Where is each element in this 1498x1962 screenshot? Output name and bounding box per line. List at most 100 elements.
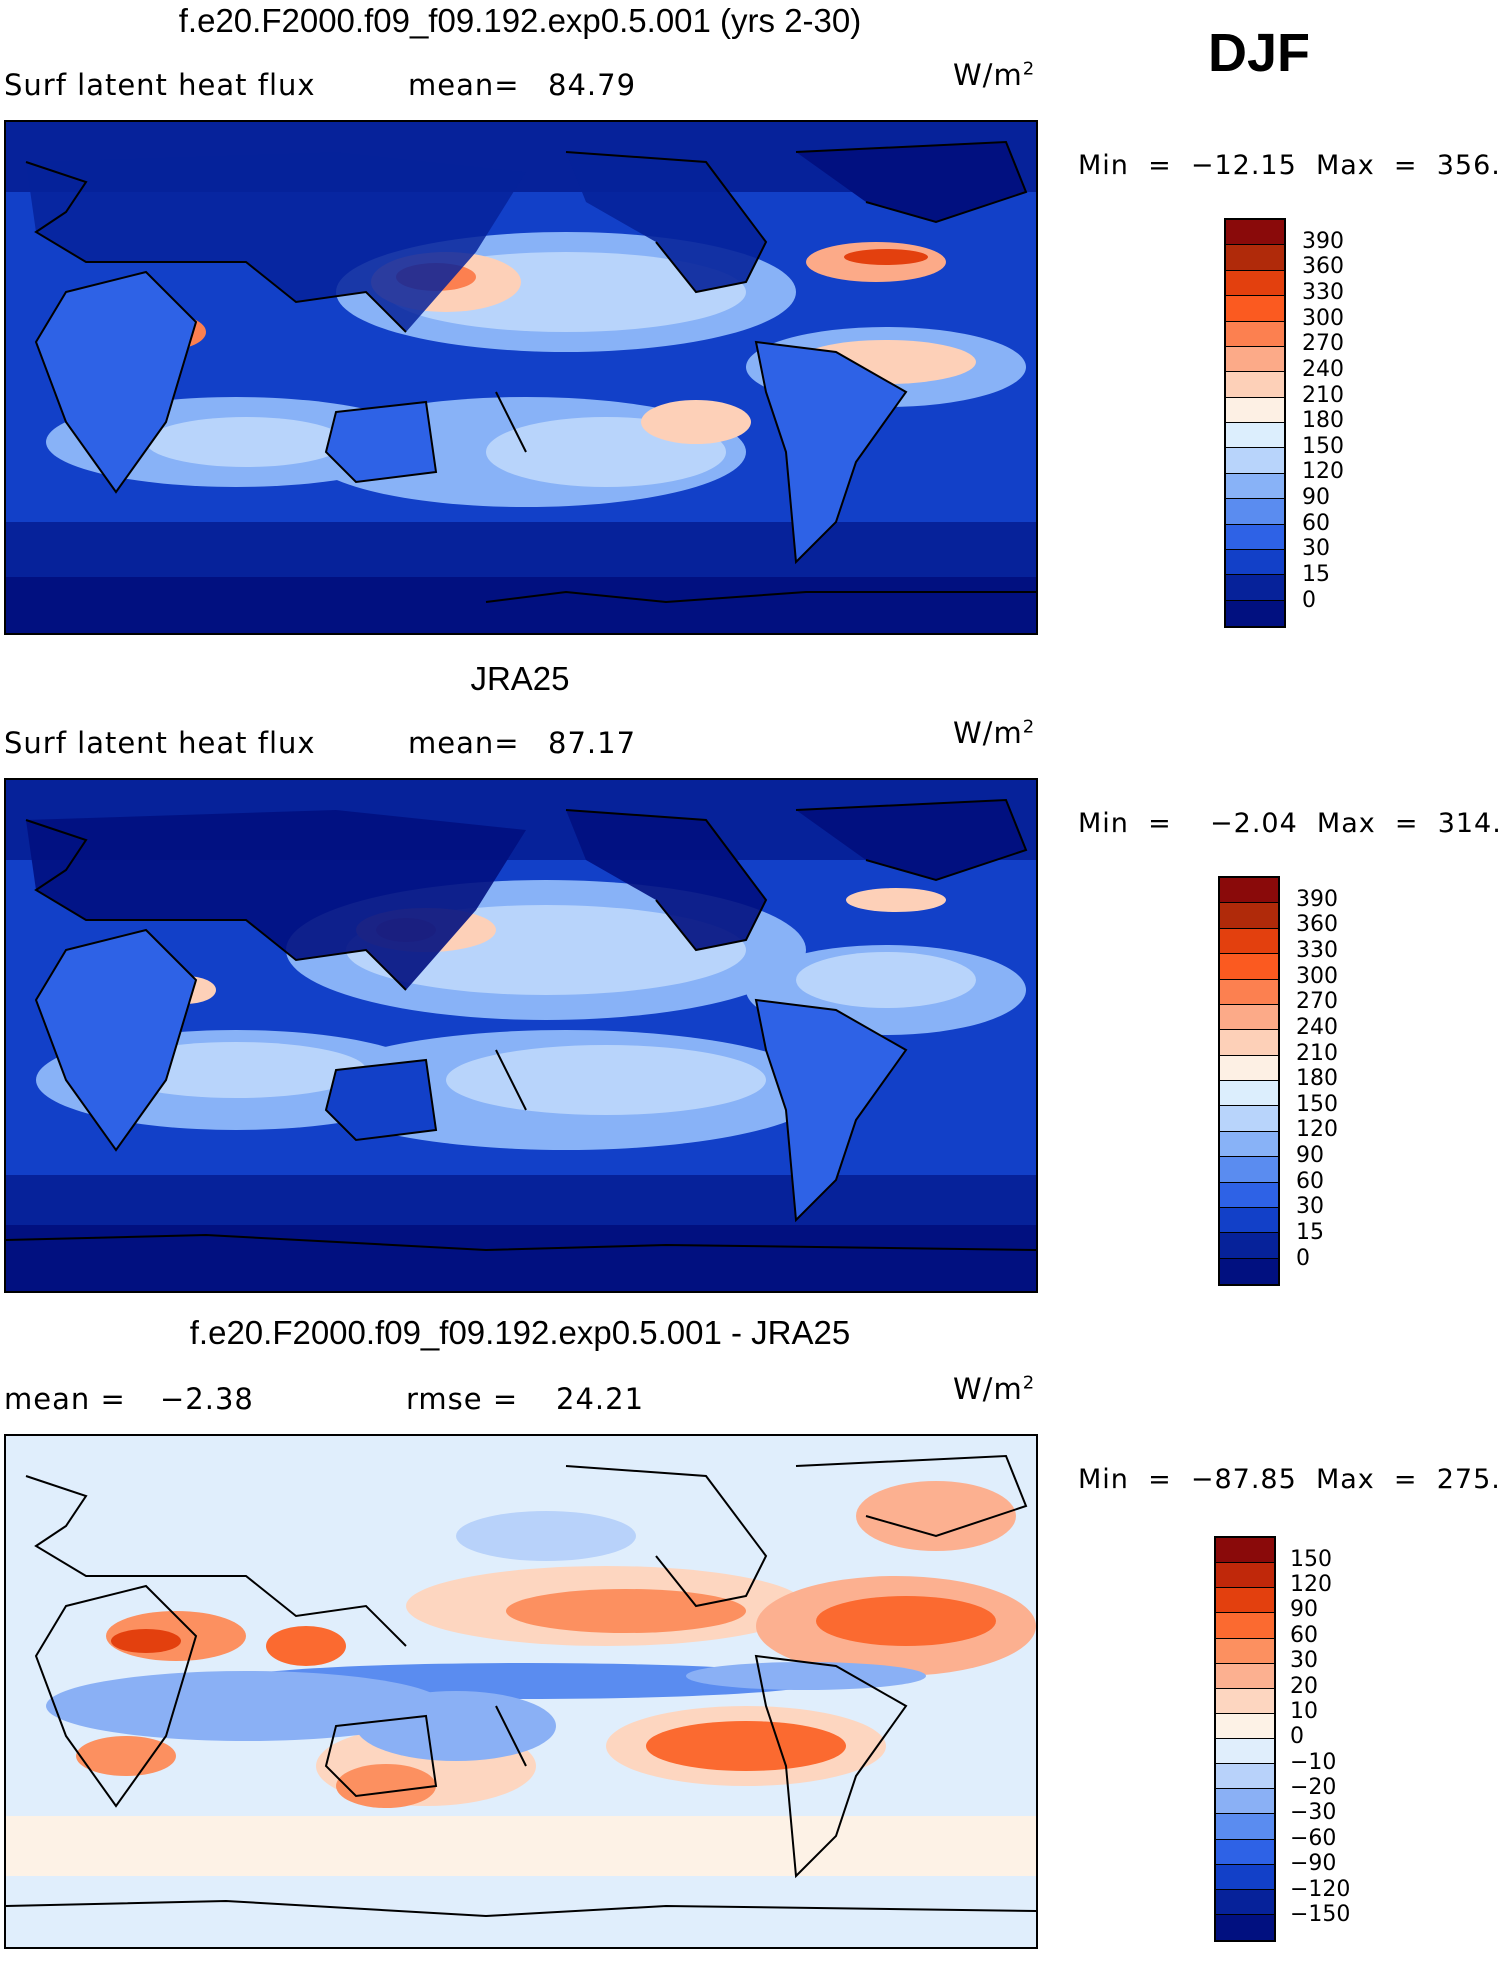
colorbar-swatch — [1226, 423, 1284, 449]
mean-value: −2.38 — [160, 1382, 254, 1416]
colorbar-swatch — [1220, 1106, 1278, 1132]
colorbar-swatch — [1220, 1182, 1278, 1208]
colorbar-tick-label: 270 — [1302, 331, 1344, 357]
colorbar-swatch — [1226, 220, 1284, 246]
colorbar-tick-label: 150 — [1290, 1546, 1332, 1572]
colorbar-swatch — [1226, 270, 1284, 297]
colorbar-tick-label: 20 — [1290, 1673, 1318, 1699]
colorbar-tick-label: 150 — [1302, 433, 1344, 459]
colorbar-tick-label: −10 — [1290, 1749, 1337, 1775]
colorbar-swatch — [1216, 1688, 1274, 1714]
colorbar-tick-label: −120 — [1290, 1876, 1351, 1902]
colorbar-tick-label: 90 — [1302, 485, 1330, 511]
units-label: W/m2 — [953, 1372, 1036, 1406]
colorbar-tick-label: 300 — [1302, 305, 1344, 331]
colorbar-swatch — [1216, 1563, 1274, 1589]
colorbar-tick-label: 240 — [1296, 1014, 1338, 1040]
colorbar-tick-label: 210 — [1296, 1040, 1338, 1066]
colorbar-swatch — [1220, 1258, 1278, 1284]
colorbar-tick-label: 300 — [1296, 963, 1338, 989]
mean-label: mean= — [408, 726, 520, 760]
panel-title: JRA25 — [470, 660, 570, 697]
map-difference-latent-heat-flux — [4, 1434, 1038, 1949]
colorbar-swatch — [1216, 1713, 1274, 1739]
panel-title: f.e20.F2000.f09_f09.192.exp0.5.001 - JRA… — [189, 1314, 851, 1351]
colorbar-swatch — [1216, 1789, 1274, 1815]
colorbar — [1218, 876, 1280, 1286]
mean-value: 87.17 — [548, 726, 637, 760]
min-max-label: Min = −12.15 Max = 356.04 — [1078, 150, 1498, 181]
colorbar — [1214, 1536, 1276, 1942]
colorbar-tick-label: 330 — [1296, 938, 1338, 964]
colorbar-swatch — [1216, 1764, 1274, 1790]
colorbar-swatch — [1220, 1030, 1278, 1056]
colorbar-tick-label: 390 — [1302, 228, 1344, 254]
colorbar-swatch — [1226, 524, 1284, 550]
mean-value: 84.79 — [548, 68, 637, 102]
colorbar-swatch — [1220, 878, 1278, 904]
panel-title: f.e20.F2000.f09_f09.192.exp0.5.001 (yrs … — [178, 2, 862, 39]
colorbar-tick-label: 270 — [1296, 989, 1338, 1015]
colorbar-swatch — [1220, 928, 1278, 955]
colorbar-swatch — [1220, 1004, 1278, 1031]
colorbar-tick-label: 180 — [1296, 1066, 1338, 1092]
colorbar-swatch — [1220, 1055, 1278, 1081]
colorbar-tick-label: 15 — [1296, 1219, 1324, 1245]
colorbar-swatch — [1220, 1207, 1278, 1234]
colorbar-swatch — [1220, 979, 1278, 1005]
variable-label: Surf latent heat flux — [4, 726, 316, 760]
colorbar-tick-label: 180 — [1302, 408, 1344, 434]
colorbar-tick-label: 60 — [1290, 1622, 1318, 1648]
colorbar-swatch — [1216, 1889, 1274, 1915]
colorbar-tick-label: 60 — [1296, 1168, 1324, 1194]
colorbar-swatch — [1216, 1739, 1274, 1765]
map-model-latent-heat-flux — [4, 120, 1038, 635]
colorbar-swatch — [1220, 1081, 1278, 1107]
colorbar-swatch — [1216, 1839, 1274, 1865]
colorbar-tick-label: 330 — [1302, 280, 1344, 306]
colorbar-tick-label: −60 — [1290, 1825, 1337, 1851]
colorbar-tick-label: 390 — [1296, 886, 1338, 912]
colorbar-swatch — [1226, 346, 1284, 373]
colorbar-tick-label: 360 — [1296, 912, 1338, 938]
min-max-label: Min = −87.85 Max = 275.78 — [1078, 1464, 1498, 1495]
colorbar-swatch — [1216, 1613, 1274, 1639]
mean-label: mean= — [408, 68, 520, 102]
colorbar-tick-label: 0 — [1296, 1245, 1310, 1271]
colorbar-tick-label: 90 — [1296, 1143, 1324, 1169]
colorbar-swatch — [1216, 1914, 1274, 1940]
colorbar-tick-label: 10 — [1290, 1698, 1318, 1724]
colorbar-tick-label: 30 — [1290, 1648, 1318, 1674]
colorbar-tick-label: 120 — [1290, 1572, 1332, 1598]
colorbar-swatch — [1220, 1157, 1278, 1183]
units-label: W/m2 — [953, 716, 1036, 750]
colorbar-tick-label: 120 — [1296, 1117, 1338, 1143]
colorbar-tick-label: 15 — [1302, 561, 1330, 587]
colorbar-tick-label: 60 — [1302, 510, 1330, 536]
colorbar-tick-label: 360 — [1302, 254, 1344, 280]
colorbar-tick-label: −30 — [1290, 1800, 1337, 1826]
colorbar-swatch — [1220, 1233, 1278, 1259]
colorbar-swatch — [1226, 600, 1284, 626]
colorbar-tick-label: 0 — [1302, 587, 1316, 613]
colorbar-tick-label: −90 — [1290, 1851, 1337, 1877]
colorbar-swatch — [1216, 1538, 1274, 1564]
colorbar-tick-label: −150 — [1290, 1901, 1351, 1927]
season-label: DJF — [1208, 23, 1311, 83]
colorbar-swatch — [1226, 448, 1284, 474]
colorbar-swatch — [1216, 1638, 1274, 1664]
colorbar-swatch — [1216, 1588, 1274, 1614]
units-label: W/m2 — [953, 58, 1036, 92]
colorbar-swatch — [1216, 1814, 1274, 1840]
colorbar — [1224, 218, 1286, 628]
colorbar-tick-label: 120 — [1302, 459, 1344, 485]
colorbar-swatch — [1226, 296, 1284, 322]
colorbar-swatch — [1226, 575, 1284, 601]
colorbar-swatch — [1216, 1663, 1274, 1689]
colorbar-tick-label: 90 — [1290, 1597, 1318, 1623]
colorbar-tick-label: 30 — [1302, 536, 1330, 562]
colorbar-tick-label: 30 — [1296, 1194, 1324, 1220]
map-reference-latent-heat-flux — [4, 778, 1038, 1293]
colorbar-tick-label: 210 — [1302, 382, 1344, 408]
colorbar-swatch — [1226, 499, 1284, 525]
